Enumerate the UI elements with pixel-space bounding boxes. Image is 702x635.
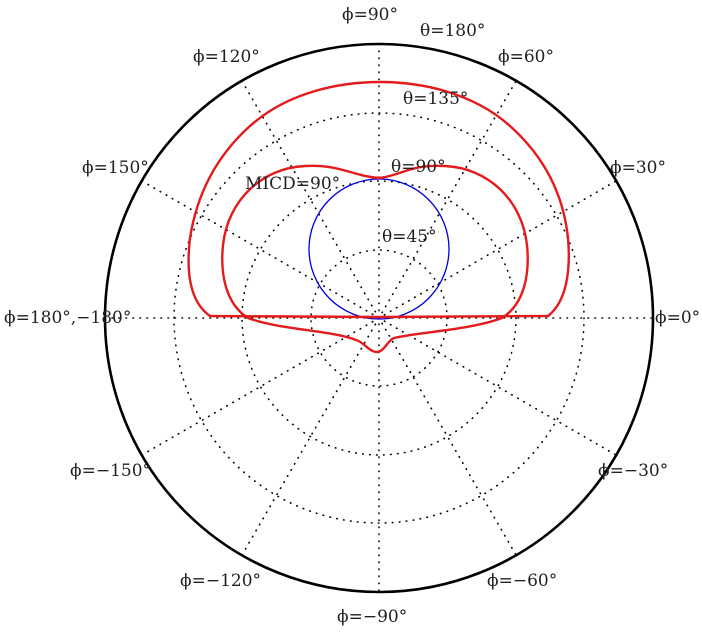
label-micd: MICD=90° [245, 174, 340, 194]
label-phi-m90: ϕ=−90° [337, 607, 407, 627]
label-theta-180: θ=180° [420, 21, 485, 41]
ring-theta-90 [241, 180, 517, 456]
label-theta-45: θ=45° [382, 227, 437, 247]
label-phi-120: ϕ=120° [193, 47, 260, 67]
label-phi-60: ϕ=60° [498, 47, 554, 67]
label-phi-m120: ϕ=−120° [180, 571, 261, 591]
label-theta-90: θ=90° [391, 157, 446, 177]
outer-boundary-circle [103, 42, 655, 594]
phi-labels: ϕ=0° ϕ=30° ϕ=60° ϕ=90° ϕ=120° ϕ=150° ϕ=1… [4, 5, 700, 627]
label-theta-135: θ=135° [403, 89, 468, 109]
label-phi-180: ϕ=180°,−180° [4, 308, 131, 328]
micd-circle [308, 178, 450, 320]
curve-theta-135 [187, 80, 570, 319]
label-phi-m60: ϕ=−60° [487, 571, 557, 591]
label-phi-0: ϕ=0° [655, 308, 700, 328]
label-phi-150: ϕ=150° [82, 158, 149, 178]
ring-theta-45 [310, 249, 448, 387]
ring-theta-135 [173, 112, 585, 524]
label-phi-90: ϕ=90° [342, 5, 398, 25]
theta-labels: θ=45° θ=90° θ=135° θ=180° [382, 21, 485, 247]
curve-theta-90 [221, 164, 529, 354]
label-phi-30: ϕ=30° [610, 158, 666, 178]
label-phi-m30: ϕ=−30° [598, 461, 668, 481]
theta-grid-rings [173, 112, 585, 524]
label-phi-m150: ϕ=−150° [70, 461, 151, 481]
